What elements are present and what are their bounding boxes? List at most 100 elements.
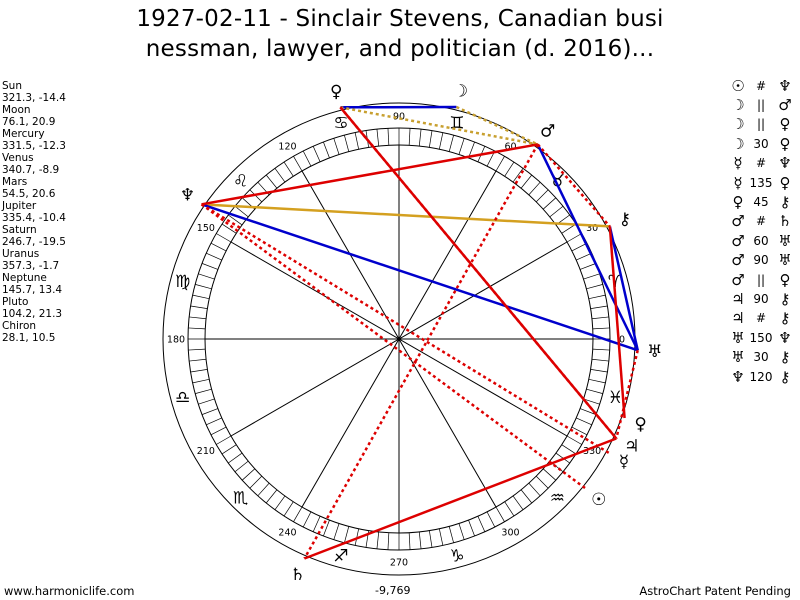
aspect-planet-b: ♆ [778, 328, 792, 347]
degree-tick [293, 156, 303, 172]
degree-tick [376, 531, 380, 549]
aspect-type: 135 [749, 175, 773, 190]
aspect-planet-b: ⚷ [779, 193, 791, 212]
zodiac-sign-glyph: ♑ [449, 546, 464, 566]
degree-tick [468, 519, 475, 537]
aspect-row: ♀ 45 ⚷ [728, 192, 800, 211]
aspect-planet-b: ♀ [779, 270, 791, 289]
degree-tick [528, 482, 541, 497]
degree-tick [504, 161, 515, 177]
aspect-row: ☽ || ♀ [728, 115, 800, 134]
aspect-planet-b: ♆ [778, 76, 792, 95]
degree-tick [387, 128, 390, 146]
aspect-line [339, 106, 618, 440]
planet-coords: 28.1, 10.5 [2, 332, 56, 344]
degree-tick [216, 435, 232, 445]
degree-tick [221, 444, 237, 455]
degree-tick [302, 150, 312, 167]
aspect-row: ♂ # ♄ [728, 212, 800, 231]
degree-label: 90 [393, 112, 405, 123]
degree-tick [566, 435, 582, 445]
degree-tick [561, 444, 577, 455]
degree-tick [408, 128, 411, 146]
aspect-type: 120 [749, 369, 773, 384]
planet-coords: 76.1, 20.9 [2, 116, 56, 128]
website-link[interactable]: www.harmoniclife.com [4, 584, 135, 598]
aspect-row: ☿ # ♆ [728, 154, 800, 173]
degree-tick [333, 523, 340, 540]
aspect-line [201, 143, 539, 206]
degree-tick [408, 532, 411, 550]
degree-tick [512, 168, 524, 183]
aspect-type: # [755, 311, 767, 326]
planet-name: Mercury [2, 128, 45, 140]
aspect-line [340, 106, 539, 146]
planet-coords: 246.7, -19.5 [2, 236, 66, 248]
degree-label: 240 [278, 528, 296, 539]
degree-tick [579, 263, 597, 270]
aspect-planet-a: ♃ [731, 309, 745, 328]
aspect-planet-a: ☽ [731, 115, 745, 134]
chart-title-line-1: 1927-02-11 - Sinclair Stevens, Canadian … [136, 6, 664, 32]
aspect-line [304, 437, 617, 560]
degree-tick [429, 130, 433, 148]
aspect-planet-a: ♂ [731, 251, 745, 270]
aspect-row: ♃ 90 ⚷ [728, 289, 800, 308]
degree-tick [535, 475, 549, 489]
degree-tick [241, 468, 256, 481]
aspect-planet-a: ♅ [731, 348, 745, 367]
aspect-planet-b: ⚷ [779, 348, 791, 367]
aspect-row: ♂ 90 ♅ [728, 251, 800, 270]
degree-tick [495, 156, 505, 172]
degree-tick [198, 273, 215, 280]
degree-tick [576, 417, 592, 426]
degree-tick [438, 528, 444, 546]
degree-tick [189, 358, 207, 362]
degree-tick [520, 174, 533, 189]
degree-tick [542, 197, 557, 210]
degree-tick [448, 526, 454, 543]
aspect-planet-b: ♀ [779, 115, 791, 134]
aspect-type: # [755, 214, 767, 229]
aspect-line [455, 105, 539, 146]
aspect-row: ♂ || ♀ [728, 270, 800, 289]
degree-tick [221, 223, 237, 234]
aspect-type: || [756, 98, 766, 113]
degree-tick [468, 141, 475, 159]
aspect-planet-b: ⚷ [779, 289, 791, 308]
aspect-line [201, 203, 639, 352]
aspect-line [200, 203, 610, 455]
aspect-row: ☽ 30 ♀ [728, 134, 800, 153]
degree-tick [586, 284, 603, 290]
aspect-row: ☽ || ♂ [728, 95, 800, 114]
degree-tick [323, 519, 330, 537]
degree-tick [438, 132, 444, 150]
degree-tick [274, 495, 286, 510]
degree-tick [387, 532, 390, 550]
degree-tick [265, 174, 278, 189]
degree-tick [576, 252, 592, 261]
aspect-planet-a: ☿ [733, 154, 743, 173]
aspect-planet-b: ⚷ [779, 309, 791, 328]
aspect-list: ☉ # ♆ ☽ || ♂ ☽ || ♀ ☽ 30 ♀ ☿ # ♆ ☿ 135 ♀ ♀ 45 ⚷ ♂ # ♄ ♂ 60 ♅ ♂ 90 ♅ ♂ |… [728, 76, 800, 386]
degree-tick [312, 516, 321, 532]
degree-tick [566, 233, 582, 243]
degree-tick [458, 138, 465, 155]
degree-tick [588, 378, 606, 384]
degree-tick [418, 129, 422, 147]
degree-tick [571, 426, 588, 436]
degree-tick [195, 388, 212, 394]
planet-coords: 321.3, -14.4 [2, 92, 66, 104]
zodiac-sign-glyph: ♎ [175, 388, 190, 408]
planet-coords: 145.7, 13.4 [2, 284, 63, 296]
degree-tick [535, 189, 549, 203]
degree-label: 300 [501, 528, 519, 539]
aspect-type: 90 [753, 253, 769, 268]
planet-glyph: ♀ [634, 415, 646, 435]
zodiac-sign-glyph: ♌ [233, 172, 248, 192]
degree-tick [228, 214, 243, 226]
degree-tick [486, 511, 496, 528]
degree-tick [283, 161, 294, 177]
degree-tick [458, 523, 465, 540]
degree-tick [591, 316, 609, 320]
